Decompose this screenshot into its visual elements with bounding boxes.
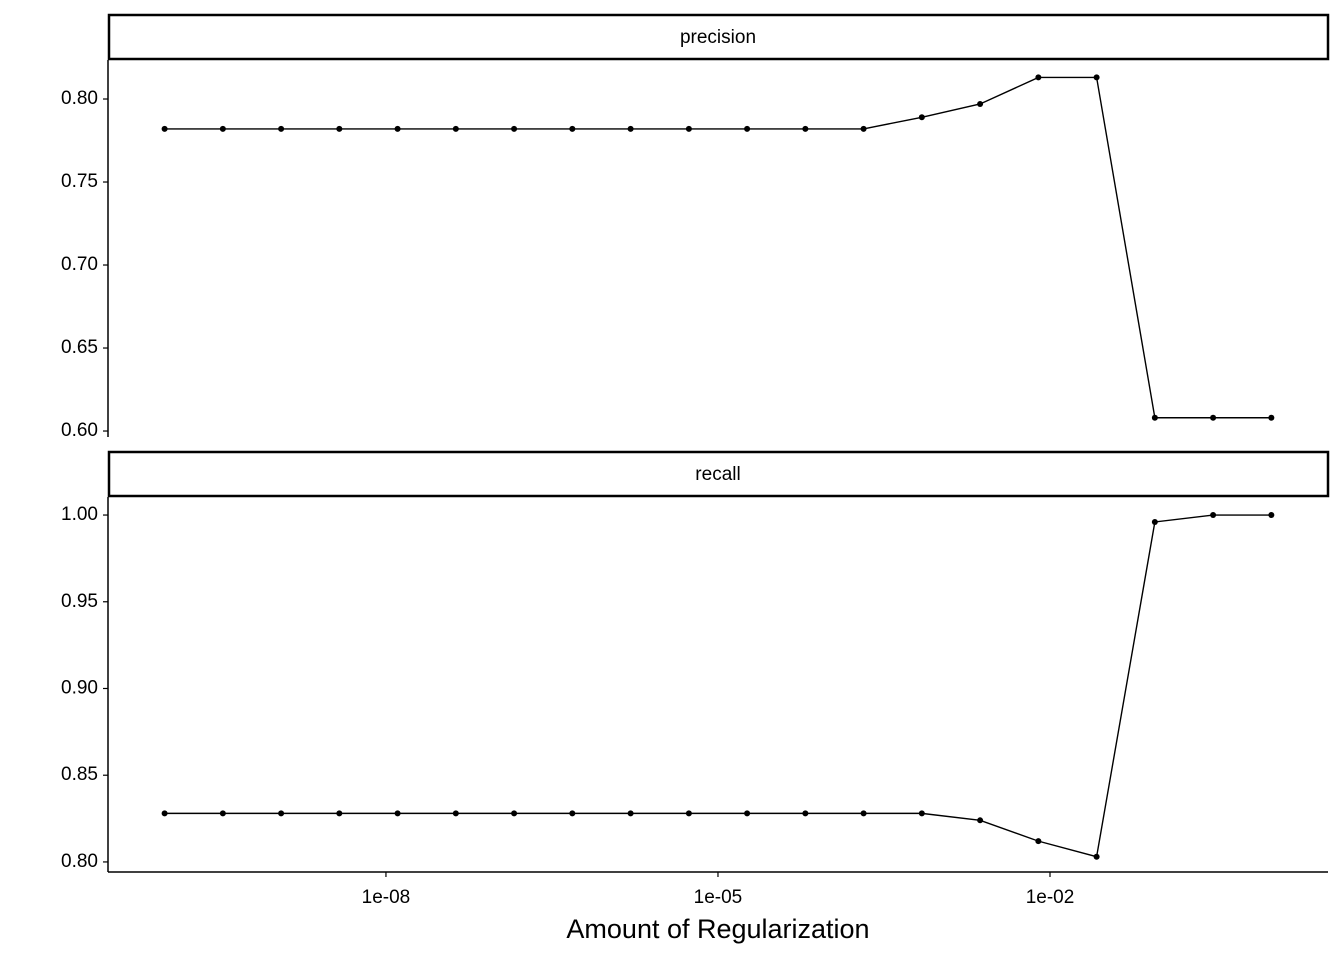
point (219, 810, 226, 817)
point (744, 125, 751, 132)
point (918, 810, 925, 817)
point (336, 125, 343, 132)
strip (107, 13, 1330, 61)
point (802, 810, 809, 817)
point (1210, 414, 1217, 421)
y-tick-label: 0.80 (61, 851, 98, 872)
point (1151, 518, 1158, 525)
point (685, 810, 692, 817)
point (744, 810, 751, 817)
point (219, 125, 226, 132)
y-tick-label: 0.75 (61, 171, 98, 192)
strip (107, 450, 1330, 498)
point (278, 810, 285, 817)
point (511, 810, 518, 817)
y-tick-label: 0.95 (61, 591, 98, 612)
strip-label: precision (680, 27, 756, 48)
y-tick-label: 0.70 (61, 254, 98, 275)
point (1035, 74, 1042, 81)
x-axis-title: Amount of Regularization (566, 914, 869, 944)
point (802, 125, 809, 132)
point (1035, 838, 1042, 845)
line (164, 514, 1272, 858)
point (394, 810, 401, 817)
point (627, 810, 634, 817)
y-tick-label: 0.80 (61, 88, 98, 109)
point (452, 810, 459, 817)
x-tick-label: 1e-05 (694, 887, 743, 908)
y-tick-label: 0.60 (61, 420, 98, 441)
y-tick-label: 0.65 (61, 337, 98, 358)
point (569, 810, 576, 817)
strip-label: recall (695, 464, 740, 485)
point (977, 817, 984, 824)
point (1210, 512, 1217, 519)
point (394, 125, 401, 132)
point (1093, 74, 1100, 81)
point (627, 125, 634, 132)
point (278, 125, 285, 132)
point (860, 125, 867, 132)
line (164, 76, 1272, 419)
point (1268, 512, 1275, 519)
x-tick-label: 1e-02 (1026, 887, 1075, 908)
point (1268, 414, 1275, 421)
point (161, 810, 168, 817)
point (511, 125, 518, 132)
point (685, 125, 692, 132)
point (452, 125, 459, 132)
point (161, 125, 168, 132)
point (977, 100, 984, 107)
y-tick-label: 0.90 (61, 678, 98, 699)
y-tick-label: 0.85 (61, 764, 98, 785)
point (918, 114, 925, 121)
point (860, 810, 867, 817)
x-tick-label: 1e-08 (362, 887, 411, 908)
point (336, 810, 343, 817)
y-tick-label: 1.00 (61, 504, 98, 525)
point (1151, 414, 1158, 421)
point (1093, 853, 1100, 860)
point (569, 125, 576, 132)
